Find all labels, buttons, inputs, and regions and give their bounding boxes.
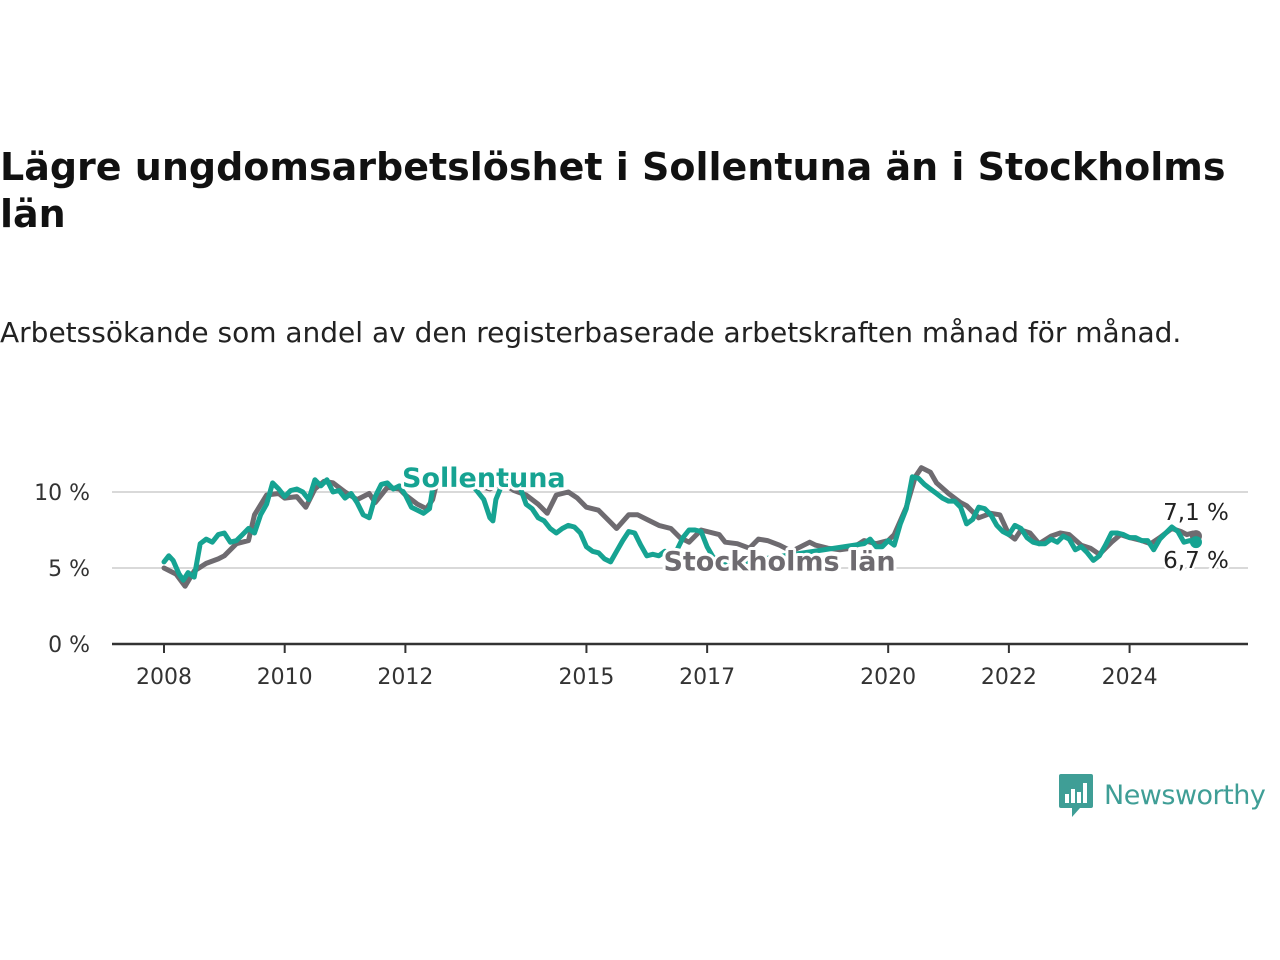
series-line-sollentuna bbox=[161, 468, 1199, 583]
chart-subtitle: Arbetssökande som andel av den registerb… bbox=[0, 316, 1182, 349]
chart-labels: Sollentuna Stockholms län 7,1 % 6,7 % bbox=[399, 460, 1231, 581]
end-point-marker bbox=[1189, 536, 1202, 549]
y-tick-label: 5 % bbox=[48, 557, 90, 582]
x-tick-label: 2020 bbox=[860, 665, 916, 690]
x-tick-label: 2008 bbox=[136, 665, 192, 690]
x-tick-label: 2012 bbox=[377, 665, 433, 690]
newsworthy-bar-chart-icon bbox=[1059, 774, 1093, 817]
x-tick-label: 2017 bbox=[679, 665, 735, 690]
series-lines bbox=[161, 465, 1202, 589]
series-label-sollentuna: Sollentuna bbox=[402, 463, 566, 494]
series-label-stockholms-lan: Stockholms län bbox=[663, 546, 895, 577]
newsworthy-logo: Newsworthy bbox=[1058, 772, 1266, 818]
y-tick-label: 10 % bbox=[34, 481, 90, 506]
x-tick-label: 2010 bbox=[257, 665, 313, 690]
brand-name: Newsworthy bbox=[1104, 779, 1266, 811]
x-tick-label: 2024 bbox=[1102, 665, 1158, 690]
x-axis: 0 % 5 % 10 % 2008 2010 2012 2015 2017 2020 2022 20… bbox=[34, 481, 1248, 690]
x-tick-label: 2022 bbox=[981, 665, 1037, 690]
x-tick-label: 2015 bbox=[558, 665, 614, 690]
end-value-label: 7,1 % bbox=[1163, 500, 1229, 526]
y-tick-label: 0 % bbox=[48, 633, 90, 658]
end-value-label: 6,7 % bbox=[1163, 548, 1229, 574]
chart-title: Lägre ungdomsarbetslöshet i Sollentuna ä… bbox=[0, 145, 1226, 236]
